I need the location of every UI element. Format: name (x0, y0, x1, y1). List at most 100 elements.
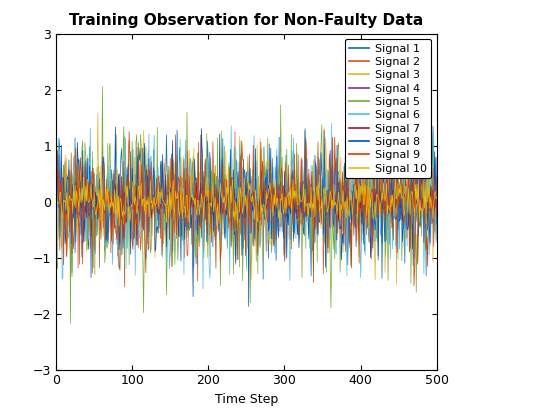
Line: Signal 4: Signal 4 (57, 180, 437, 223)
Signal 10 (366, 226, 372, 231)
Signal 10 (365, 166, 372, 171)
Signal 9 (426, 207, 432, 213)
Signal 9 (365, 157, 372, 162)
Signal 5 (235, 185, 242, 190)
Signal 3 (260, 160, 267, 165)
Signal 8 (53, 189, 60, 194)
Signal 5 (281, 230, 288, 235)
Signal 9 (391, 117, 398, 122)
Signal 1 (234, 257, 241, 262)
Signal 2 (235, 202, 241, 207)
Signal 9 (259, 159, 266, 164)
Signal 5 (53, 259, 60, 264)
Signal 7 (366, 204, 372, 209)
Signal 4 (281, 203, 287, 208)
Signal 3 (235, 215, 241, 220)
Signal 3 (281, 194, 287, 200)
Signal 8 (112, 124, 119, 129)
Signal 1 (281, 210, 287, 215)
Signal 3 (95, 110, 101, 116)
Signal 2 (237, 231, 244, 236)
Signal 7 (235, 208, 241, 213)
Signal 10 (259, 211, 266, 216)
Signal 7 (237, 211, 244, 216)
Signal 6 (281, 246, 287, 251)
Legend: Signal 1, Signal 2, Signal 3, Signal 4, Signal 5, Signal 6, Signal 7, Signal 8, : Signal 1, Signal 2, Signal 3, Signal 4, … (345, 39, 431, 178)
Signal 10 (426, 185, 432, 190)
Signal 2 (281, 211, 287, 216)
Signal 1 (53, 150, 60, 155)
Signal 8 (426, 225, 432, 230)
Signal 5 (260, 183, 267, 188)
Signal 8 (260, 178, 267, 183)
Signal 3 (433, 202, 440, 207)
Signal 8 (237, 179, 244, 184)
Signal 7 (426, 204, 432, 209)
Signal 6 (426, 252, 432, 257)
Signal 1 (259, 188, 266, 193)
Signal 9 (234, 234, 241, 239)
Signal 6 (235, 160, 241, 165)
Signal 4 (116, 220, 123, 226)
Title: Training Observation for Non-Faulty Data: Training Observation for Non-Faulty Data (69, 13, 423, 28)
Signal 2 (366, 222, 372, 227)
Line: Signal 8: Signal 8 (57, 127, 437, 306)
Signal 4 (235, 195, 241, 200)
Signal 9 (236, 170, 243, 175)
Signal 1 (430, 123, 436, 129)
Signal 4 (237, 207, 244, 212)
Signal 6 (237, 218, 244, 223)
Signal 7 (281, 199, 287, 204)
Signal 10 (236, 210, 243, 215)
Signal 2 (391, 122, 398, 127)
Signal 6 (260, 223, 267, 228)
Signal 5 (99, 84, 106, 89)
Line: Signal 3: Signal 3 (57, 113, 437, 286)
Line: Signal 10: Signal 10 (57, 168, 437, 228)
Signal 2 (426, 207, 432, 213)
Line: Signal 1: Signal 1 (57, 126, 437, 279)
Signal 4 (53, 199, 60, 204)
X-axis label: Time Step: Time Step (215, 393, 278, 406)
Signal 8 (245, 304, 252, 309)
Signal 6 (366, 213, 373, 218)
Signal 3 (237, 196, 244, 201)
Signal 10 (279, 207, 286, 212)
Line: Signal 5: Signal 5 (57, 87, 437, 324)
Signal 1 (433, 201, 440, 206)
Signal 6 (199, 286, 206, 291)
Signal 8 (235, 169, 241, 174)
Signal 3 (366, 202, 372, 207)
Signal 9 (53, 182, 60, 187)
Line: Signal 6: Signal 6 (57, 123, 437, 289)
Signal 7 (260, 187, 267, 192)
Signal 3 (426, 205, 432, 210)
Signal 5 (426, 169, 432, 174)
Signal 7 (53, 186, 60, 191)
Signal 5 (433, 237, 440, 242)
Signal 2 (433, 209, 440, 214)
Signal 4 (366, 217, 373, 222)
Line: Signal 7: Signal 7 (57, 170, 437, 227)
Signal 3 (53, 184, 60, 189)
Signal 5 (237, 138, 244, 143)
Signal 2 (260, 199, 267, 204)
Signal 1 (366, 239, 372, 244)
Signal 4 (260, 207, 267, 213)
Signal 6 (328, 121, 335, 126)
Signal 10 (234, 221, 241, 226)
Signal 7 (143, 167, 150, 172)
Signal 9 (410, 283, 417, 288)
Signal 7 (433, 199, 440, 204)
Signal 5 (366, 206, 373, 211)
Signal 7 (405, 224, 412, 229)
Signal 9 (279, 207, 286, 213)
Signal 4 (426, 199, 432, 204)
Signal 8 (433, 222, 440, 227)
Signal 8 (366, 209, 373, 214)
Signal 1 (260, 277, 267, 282)
Signal 10 (53, 187, 60, 192)
Signal 3 (393, 283, 400, 288)
Line: Signal 2: Signal 2 (57, 124, 437, 287)
Signal 6 (433, 202, 440, 207)
